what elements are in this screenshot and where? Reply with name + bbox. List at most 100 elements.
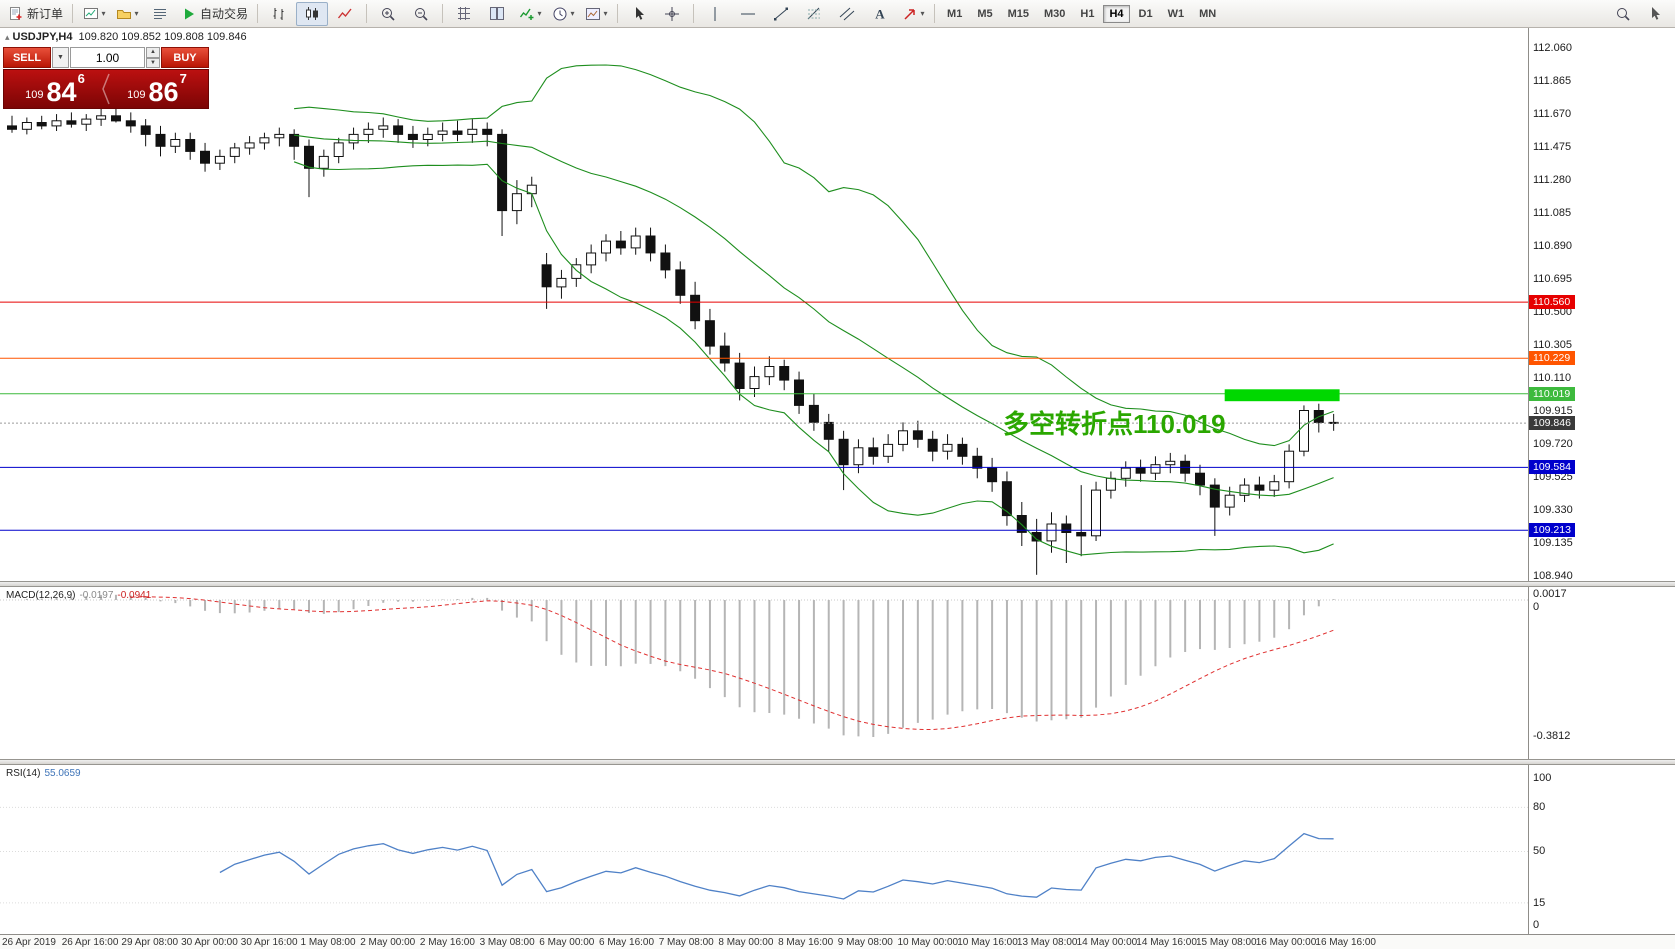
- templates-button[interactable]: ▾: [580, 2, 612, 26]
- price-scale-label: 108.940: [1533, 570, 1573, 582]
- time-scale-label: 13 May 08:00: [1016, 937, 1078, 948]
- price-scale-label: 111.475: [1533, 140, 1572, 153]
- volume-input[interactable]: [70, 47, 145, 68]
- cursor-button[interactable]: [623, 2, 655, 26]
- toolbar-separator: [693, 4, 695, 23]
- hline-icon: [741, 13, 756, 14]
- timeframe-mn-button[interactable]: MN: [1199, 7, 1217, 20]
- tile-windows-button[interactable]: [481, 2, 513, 26]
- indicators-button[interactable]: ▾: [514, 2, 546, 26]
- time-scale-label: 15 May 08:00: [1196, 937, 1257, 948]
- timeframe-d1-button[interactable]: D1: [1138, 7, 1153, 20]
- volume-dropdown-icon[interactable]: ▼: [52, 47, 69, 68]
- dropdown-caret-icon[interactable]: ▾: [920, 8, 925, 18]
- zoom-out-icon: [415, 7, 428, 21]
- volume-down-icon[interactable]: ▼: [146, 57, 160, 68]
- bar-chart-icon: [273, 7, 284, 20]
- buy-button[interactable]: BUY: [161, 47, 209, 68]
- grid-button[interactable]: [448, 2, 480, 26]
- level-price-tag: 110.560: [1529, 295, 1575, 310]
- timeframe-h4-button[interactable]: H4: [1103, 4, 1130, 23]
- timeframe-m5-button[interactable]: M5: [977, 7, 993, 20]
- timeframe-m30-button[interactable]: M30: [1044, 7, 1066, 20]
- pane-separator[interactable]: [0, 581, 1675, 587]
- macd-pane[interactable]: [0, 587, 1528, 759]
- candlestick-chart-button[interactable]: [296, 1, 329, 26]
- level-price-tag: 109.584: [1529, 460, 1575, 475]
- price-axis[interactable]: 112.060 111.865 111.670 111.475 111.280 111.0…: [1528, 28, 1675, 934]
- zoom-out-button[interactable]: [405, 2, 437, 26]
- timeframe-w1-button[interactable]: W1: [1167, 7, 1185, 20]
- price-scale-label: 109.915: [1533, 404, 1573, 417]
- sell-button[interactable]: SELL: [3, 47, 51, 68]
- pointer-icon: [1652, 6, 1660, 20]
- turning-point-annotation[interactable]: 多空转折点110.019: [1003, 409, 1226, 439]
- periods-icon: [553, 7, 567, 20]
- arrows-button[interactable]: ▾: [897, 2, 929, 26]
- chart-symbol-period: USDJPY,H4: [12, 31, 73, 43]
- zoom-in-button[interactable]: [372, 2, 404, 26]
- autotrading-button[interactable]: 自动交易: [177, 2, 252, 26]
- vertical-line-button[interactable]: [699, 2, 731, 26]
- price-scale-label: 111.280: [1533, 173, 1572, 186]
- dropdown-caret-icon[interactable]: ▾: [537, 8, 542, 18]
- price-scale-label: 112.060: [1533, 41, 1572, 54]
- market-watch-icon: [154, 8, 167, 19]
- toolbar-separator: [442, 4, 444, 23]
- fibonacci-button[interactable]: [798, 2, 830, 26]
- timeframe-m1-button[interactable]: M1: [947, 7, 963, 20]
- time-scale-label: 10 May 16:00: [957, 937, 1018, 948]
- time-scale-label: 16 May 16:00: [1315, 937, 1376, 948]
- macd-scale-label: -0.3812: [1533, 730, 1571, 742]
- periods-button[interactable]: ▾: [547, 2, 579, 26]
- channel-button[interactable]: [831, 2, 863, 26]
- toolbar-separator: [366, 4, 368, 23]
- ask-int: 109: [127, 89, 146, 101]
- rsi-scale-label: 50: [1533, 845, 1546, 857]
- play-icon: [185, 8, 195, 19]
- search-button[interactable]: [1607, 2, 1639, 26]
- profiles-button[interactable]: ▾: [111, 2, 143, 26]
- bid-pips: 84: [46, 77, 77, 107]
- price-chart[interactable]: [0, 28, 1528, 581]
- dropdown-caret-icon[interactable]: ▾: [603, 8, 608, 18]
- line-chart-button[interactable]: [329, 2, 361, 26]
- one-click-trading-panel: SELL ▼ ▲ ▼ BUY 109 84 6 109 86 7: [3, 47, 209, 109]
- timeframe-m15-button[interactable]: M15: [1007, 7, 1029, 20]
- templates-icon: [585, 7, 600, 20]
- cursor-icon: [636, 6, 645, 20]
- new-chart-button[interactable]: ▾: [78, 2, 110, 26]
- fibonacci-icon: [807, 7, 821, 19]
- time-axis[interactable]: 26 Apr 2019 26 Apr 16:00 29 Apr 08:00 30 Ap…: [0, 934, 1675, 949]
- new-order-button[interactable]: 新订单: [4, 2, 67, 26]
- time-scale-label: 26 Apr 16:00: [61, 937, 119, 948]
- bid-price[interactable]: 109 84 6: [4, 70, 106, 108]
- time-scale-label: 29 Apr 08:00: [121, 937, 179, 948]
- ask-pips: 86: [148, 77, 179, 107]
- market-watch-button[interactable]: [144, 2, 176, 26]
- pointer-button[interactable]: [1639, 2, 1671, 26]
- ask-price[interactable]: 109 86 7: [106, 70, 208, 108]
- volume-up-icon[interactable]: ▲: [146, 47, 160, 58]
- text-icon: A: [875, 6, 885, 21]
- timeframe-h1-button[interactable]: H1: [1080, 7, 1095, 20]
- crosshair-icon: [665, 6, 680, 21]
- pane-separator[interactable]: [0, 759, 1675, 765]
- dropdown-caret-icon[interactable]: ▾: [570, 8, 575, 18]
- rsi-pane[interactable]: [0, 765, 1528, 934]
- one-click-collapse-icon[interactable]: ▴: [5, 32, 10, 42]
- text-button[interactable]: A: [864, 2, 896, 26]
- rsi-label: RSI(14) 55.0659: [6, 768, 81, 779]
- dropdown-caret-icon[interactable]: ▾: [101, 8, 106, 18]
- horizontal-line-button[interactable]: [732, 2, 764, 26]
- bar-chart-button[interactable]: [263, 2, 295, 26]
- toolbar-separator: [617, 4, 619, 23]
- dropdown-caret-icon[interactable]: ▾: [134, 8, 139, 18]
- crosshair-button[interactable]: [656, 2, 688, 26]
- time-scale-label: 8 May 00:00: [718, 937, 774, 948]
- current-price-price-tag: 109.846: [1529, 416, 1575, 431]
- trendline-button[interactable]: [765, 2, 797, 26]
- autotrading-button-label: 自动交易: [200, 7, 249, 21]
- time-scale-label: 2 May 16:00: [419, 937, 475, 948]
- arrows-icon: [903, 8, 915, 20]
